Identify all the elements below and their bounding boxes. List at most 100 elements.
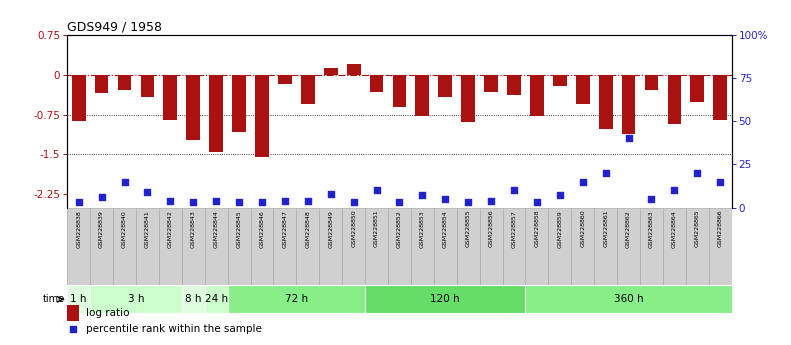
Text: GSM228840: GSM228840	[122, 210, 127, 248]
Bar	[365, 285, 525, 313]
Text: GSM228852: GSM228852	[397, 210, 402, 248]
Bar	[668, 75, 681, 124]
Text: GSM228843: GSM228843	[191, 210, 195, 248]
Bar	[415, 75, 430, 116]
Bar	[67, 285, 90, 313]
Bar	[210, 75, 223, 152]
Point	[278, 198, 291, 203]
Text: GSM228841: GSM228841	[145, 210, 150, 248]
Bar	[95, 75, 108, 93]
Text: time: time	[43, 294, 65, 304]
Bar	[388, 207, 411, 285]
Bar	[274, 207, 297, 285]
Bar	[576, 75, 589, 104]
Bar	[324, 68, 338, 75]
Bar	[507, 75, 521, 95]
Bar	[530, 75, 543, 116]
Bar	[461, 75, 475, 121]
Bar	[67, 305, 79, 321]
Text: GSM228855: GSM228855	[466, 210, 471, 247]
Point	[439, 196, 452, 201]
Bar	[438, 75, 452, 97]
Point	[255, 199, 268, 205]
Point	[554, 193, 566, 198]
Bar	[713, 75, 727, 120]
Point	[462, 199, 475, 205]
Text: GSM228864: GSM228864	[672, 210, 677, 248]
Bar	[90, 285, 182, 313]
Text: GSM228861: GSM228861	[604, 210, 608, 247]
Bar	[205, 207, 228, 285]
Point	[531, 199, 543, 205]
Text: GSM228859: GSM228859	[558, 210, 562, 248]
Point	[72, 199, 85, 205]
Text: GSM228862: GSM228862	[626, 210, 631, 248]
Text: GSM228848: GSM228848	[305, 210, 310, 248]
Bar	[502, 207, 525, 285]
Point	[95, 194, 108, 200]
Bar	[118, 75, 131, 90]
Text: 3 h: 3 h	[127, 294, 144, 304]
Bar	[645, 75, 658, 90]
Text: GSM228842: GSM228842	[168, 210, 173, 248]
Bar	[164, 75, 177, 120]
Point	[67, 327, 80, 332]
Point	[485, 198, 498, 203]
Text: GSM228856: GSM228856	[489, 210, 494, 247]
Text: GSM228863: GSM228863	[649, 210, 654, 248]
Bar	[433, 207, 456, 285]
Bar	[182, 285, 205, 313]
Point	[210, 198, 222, 203]
Point	[187, 199, 199, 205]
Bar	[640, 207, 663, 285]
Point	[141, 189, 153, 195]
Point	[691, 170, 704, 176]
Bar	[343, 207, 365, 285]
Text: GSM228846: GSM228846	[259, 210, 264, 248]
Text: GSM228853: GSM228853	[420, 210, 425, 248]
Bar	[255, 75, 269, 157]
Text: GSM228839: GSM228839	[99, 210, 104, 248]
Text: 360 h: 360 h	[614, 294, 643, 304]
Bar	[90, 207, 113, 285]
Text: GSM228851: GSM228851	[374, 210, 379, 247]
Bar	[72, 75, 85, 121]
Bar	[456, 207, 479, 285]
Bar	[182, 207, 205, 285]
Bar	[553, 75, 566, 87]
Bar	[278, 75, 292, 85]
Bar	[525, 285, 732, 313]
Text: 24 h: 24 h	[205, 294, 228, 304]
Bar	[320, 207, 343, 285]
Bar	[346, 64, 361, 75]
Point	[714, 179, 727, 184]
Bar	[392, 75, 407, 107]
Bar	[369, 75, 384, 92]
Text: 120 h: 120 h	[430, 294, 460, 304]
Point	[347, 199, 360, 205]
Point	[393, 199, 406, 205]
Bar	[484, 75, 498, 92]
Point	[301, 198, 314, 203]
Point	[668, 187, 681, 193]
Point	[645, 196, 658, 201]
Bar	[365, 207, 388, 285]
Bar	[159, 207, 182, 285]
Text: GSM228860: GSM228860	[581, 210, 585, 247]
Text: percentile rank within the sample: percentile rank within the sample	[86, 325, 262, 334]
Point	[118, 179, 131, 184]
Bar	[548, 207, 571, 285]
Text: GSM228845: GSM228845	[237, 210, 241, 248]
Bar	[663, 207, 686, 285]
Text: 72 h: 72 h	[285, 294, 308, 304]
Point	[164, 198, 176, 203]
Bar	[228, 207, 251, 285]
Bar	[113, 207, 136, 285]
Point	[324, 191, 337, 196]
Point	[508, 187, 520, 193]
Bar	[411, 207, 433, 285]
Bar	[233, 75, 246, 132]
Bar	[686, 207, 709, 285]
Point	[416, 193, 429, 198]
Text: log ratio: log ratio	[86, 308, 130, 318]
